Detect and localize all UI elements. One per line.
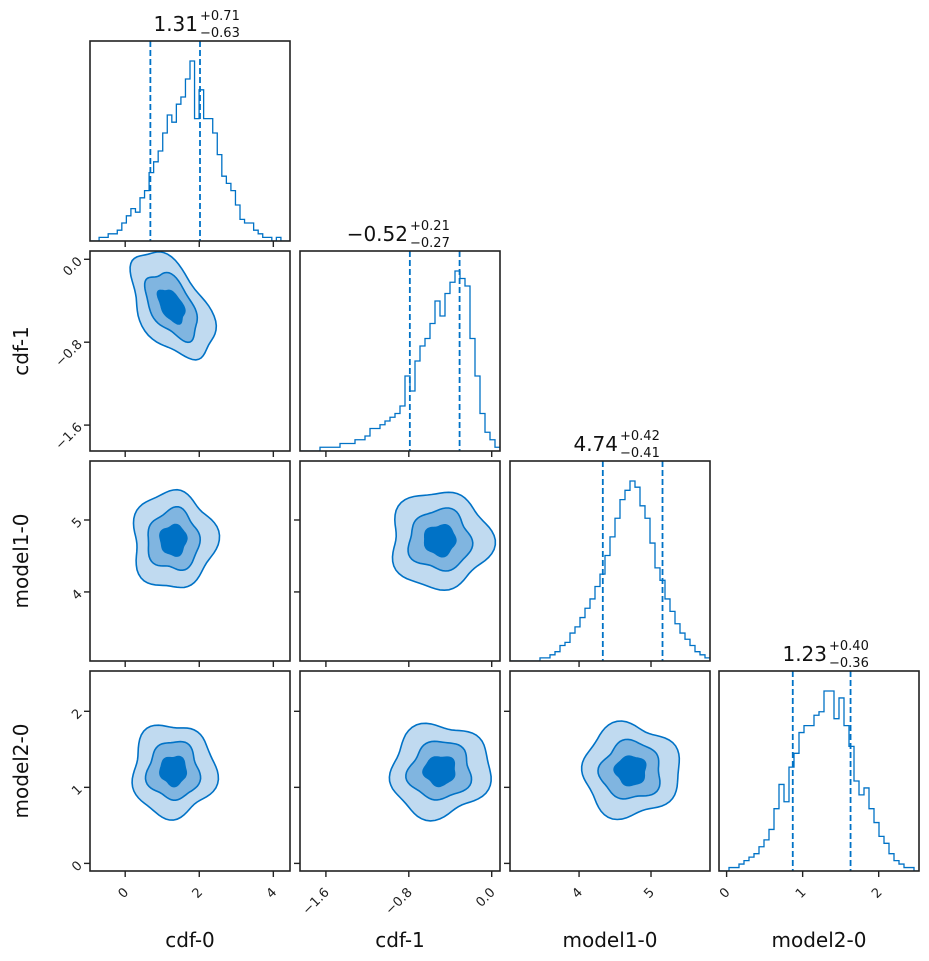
histogram-line — [300, 270, 500, 451]
y-tick-label: 5 — [69, 515, 85, 531]
panel-border — [509, 670, 711, 872]
panel-title-value: 4.74 — [573, 432, 618, 456]
contour-level-3 — [159, 523, 188, 557]
panel-title-minus: −0.41 — [620, 446, 660, 461]
x-tick-label: 2 — [869, 885, 885, 901]
contour-panel-cdf-1-vs-model2-0 — [388, 722, 492, 822]
histogram-line — [510, 480, 710, 661]
y-tick-label: 1 — [69, 782, 85, 798]
x-axis-label-cdf-1: cdf-1 — [375, 928, 425, 952]
x-tick-label: 0 — [116, 885, 132, 901]
x-tick-label: 0.0 — [473, 885, 498, 910]
x-tick-label: 2 — [190, 885, 206, 901]
contour-level-3 — [159, 755, 188, 788]
x-tick-label: −0.8 — [383, 885, 416, 918]
contour-level-3 — [156, 289, 186, 325]
contour-panel-cdf-0-vs-model2-0 — [131, 724, 220, 821]
contour-panel-cdf-1-vs-model1-0 — [391, 491, 497, 592]
contour-level-3 — [423, 524, 457, 558]
x-tick-label: 1 — [793, 885, 809, 901]
histogram-panel-cdf-1: −0.52 +0.21 −0.27 — [300, 219, 500, 451]
panel-title-value: 1.31 — [153, 12, 198, 36]
axes-frame — [509, 460, 711, 667]
x-tick-label: 4 — [264, 885, 280, 901]
histogram-line — [90, 60, 290, 241]
panel-border — [89, 40, 291, 242]
panel-title-plus: +0.71 — [200, 9, 240, 24]
y-tick-label: 4 — [69, 587, 85, 603]
histogram-panel-model2-0: 1.23 +0.40 −0.36 — [719, 639, 919, 871]
panel-title-minus: −0.63 — [200, 26, 240, 41]
contour-level-3 — [422, 756, 456, 788]
x-tick-label: 5 — [641, 885, 657, 901]
x-tick-label: 0 — [717, 885, 733, 901]
panel-border — [718, 670, 920, 872]
y-tick-label: 2 — [69, 706, 85, 722]
histogram-panel-model1-0: 4.74 +0.42 −0.41 — [510, 429, 710, 661]
panel-border — [89, 250, 291, 452]
panel-border — [89, 460, 291, 662]
panel-title-minus: −0.27 — [410, 236, 450, 251]
contour-panel-model1-0-vs-model2-0 — [580, 720, 681, 821]
panel-border — [299, 670, 501, 872]
y-tick-label: −0.8 — [53, 337, 86, 370]
panel-title-plus: +0.21 — [410, 219, 450, 234]
y-axis-label-cdf-1: cdf-1 — [9, 326, 33, 376]
panel-title-plus: +0.40 — [829, 639, 869, 654]
panel-title-minus: −0.36 — [829, 656, 869, 671]
panel-border — [299, 460, 501, 662]
y-axis-label-model2-0: model2-0 — [9, 724, 33, 819]
x-axis-label-cdf-0: cdf-0 — [165, 928, 215, 952]
y-tick-label: 0 — [69, 858, 85, 874]
x-tick-label: 4 — [569, 885, 585, 901]
axes-frame — [89, 40, 291, 247]
y-tick-label: 0.0 — [60, 254, 85, 279]
axes-frame: 0 1 2 — [717, 670, 920, 902]
contour-panel-cdf-0-vs-model1-0 — [132, 488, 221, 589]
y-axis-label-model1-0: model1-0 — [9, 514, 33, 609]
panel-border — [89, 670, 291, 872]
x-axis-label-model1-0: model1-0 — [563, 928, 658, 952]
histogram-panel-cdf-0: 1.31 +0.71 −0.63 — [90, 9, 290, 241]
histogram-line — [719, 690, 919, 871]
panel-border — [509, 460, 711, 662]
contour-level-3 — [613, 755, 647, 787]
axes-frame — [294, 460, 501, 667]
panel-border — [299, 250, 501, 452]
panel-title-value: 1.23 — [782, 642, 827, 666]
panel-title-plus: +0.42 — [620, 429, 660, 444]
contour-panel-cdf-0-vs-cdf-1 — [129, 251, 218, 361]
x-axis-label-model2-0: model2-0 — [772, 928, 867, 952]
panel-title-value: −0.52 — [347, 222, 408, 246]
axes-frame — [299, 250, 501, 457]
x-tick-label: −1.6 — [300, 885, 333, 918]
y-tick-label: −1.6 — [53, 420, 86, 453]
